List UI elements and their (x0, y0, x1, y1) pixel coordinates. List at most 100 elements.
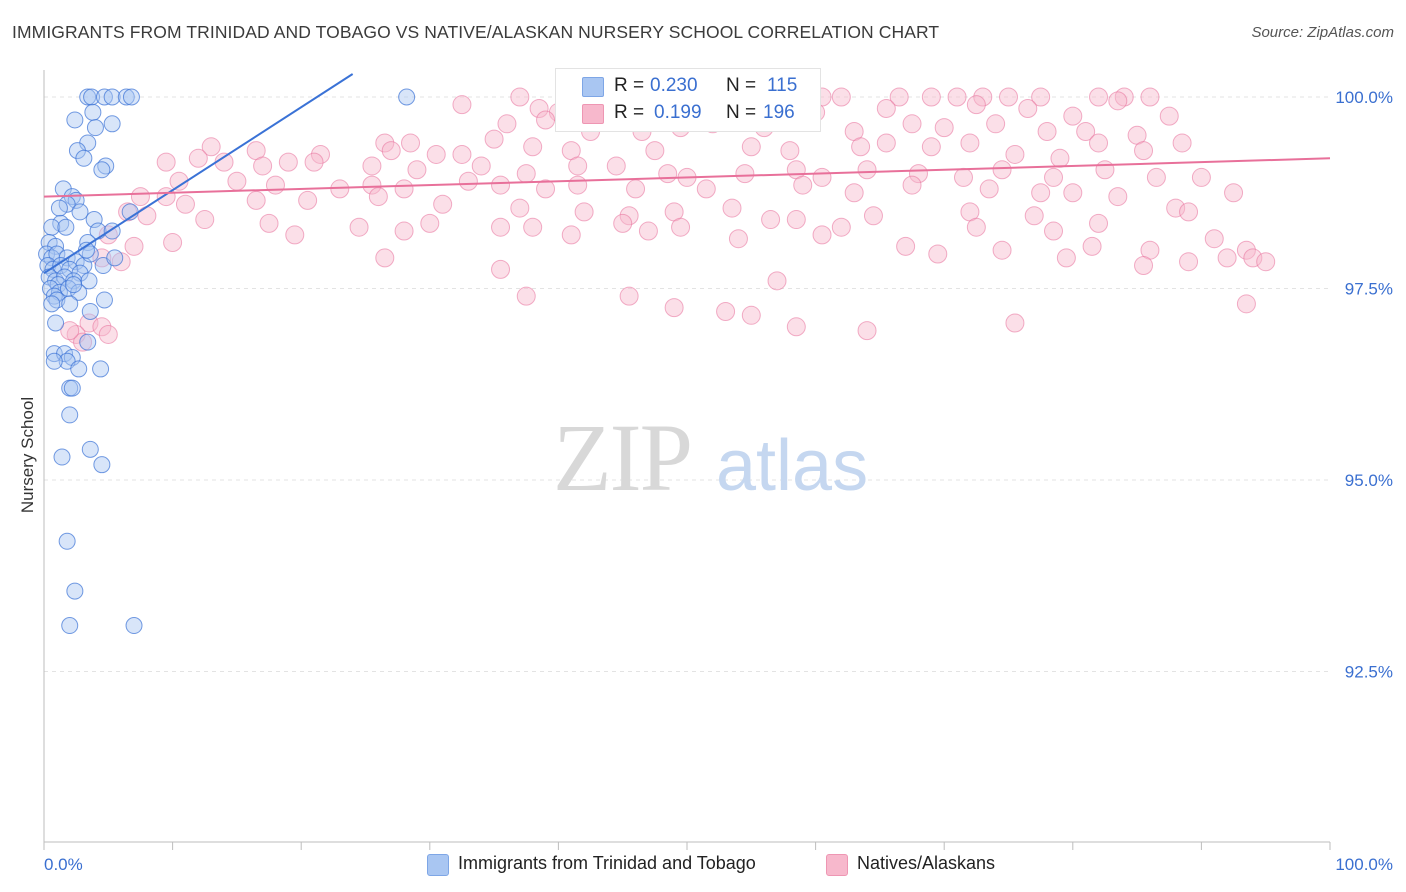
pink-point (953, 167, 973, 187)
pink-point (1172, 133, 1192, 153)
pink-point (491, 217, 511, 237)
pink-point (574, 202, 594, 222)
axes (43, 70, 1331, 850)
pink-point (73, 332, 93, 352)
pink-point (722, 198, 742, 218)
pink-point (844, 183, 864, 203)
pink-point (786, 317, 806, 337)
pink-point (523, 217, 543, 237)
pink-point (1089, 213, 1109, 233)
pink-point (420, 213, 440, 233)
pink-point (1108, 91, 1128, 111)
pink-point (613, 213, 633, 233)
pink-point (246, 190, 266, 210)
pink-series-points (60, 87, 1276, 352)
pink-point (638, 221, 658, 241)
pink-point (619, 206, 639, 226)
blue-point (50, 199, 68, 217)
pink-point (188, 148, 208, 168)
pink-point (1179, 202, 1199, 222)
pink-point (265, 175, 285, 195)
blue-point (122, 88, 140, 106)
blue-point (47, 314, 65, 332)
blue-point (71, 203, 89, 221)
pink-point (1256, 252, 1276, 272)
pink-point (523, 137, 543, 157)
pink-point (568, 156, 588, 176)
pink-point (889, 87, 909, 107)
watermark-zip: ZIP (553, 404, 691, 511)
pink-point (1095, 160, 1115, 180)
pink-point (876, 98, 896, 118)
pink-point (1089, 133, 1109, 153)
pink-point (1166, 198, 1186, 218)
pink-n-label: N = (726, 102, 757, 123)
pink-point (780, 141, 800, 161)
blue-point (125, 617, 143, 635)
pink-point (1217, 248, 1237, 268)
pink-point (735, 164, 755, 184)
pink-point (908, 164, 928, 184)
pink-point (947, 87, 967, 107)
pink-point (497, 114, 517, 134)
blue-point (43, 295, 61, 313)
pink-point (1024, 206, 1044, 226)
pink-point (227, 171, 247, 191)
blue-point (83, 88, 101, 106)
pink-point (561, 225, 581, 245)
pink-point (491, 259, 511, 279)
y-tick-label: 95.0% (1345, 471, 1393, 490)
y-tick-label: 100.0% (1335, 88, 1393, 107)
pink-point (992, 160, 1012, 180)
pink-point (163, 233, 183, 253)
blue-point (66, 111, 84, 129)
pink-point (1140, 87, 1160, 107)
pink-point (1031, 183, 1051, 203)
pink-point (921, 137, 941, 157)
pink-point (484, 129, 504, 149)
blue-point (61, 406, 79, 424)
pink-point (536, 179, 556, 199)
blue-point (45, 352, 63, 370)
y-tick-label: 92.5% (1345, 663, 1393, 682)
pink-point (529, 98, 549, 118)
pink-point (696, 179, 716, 199)
pink-point (1005, 313, 1025, 333)
legend-blue-label: Immigrants from Trinidad and Tobago (458, 853, 756, 873)
blue-point (85, 211, 103, 229)
pink-point (362, 175, 382, 195)
pink-point (1236, 294, 1256, 314)
pink-point (973, 87, 993, 107)
pink-point (812, 167, 832, 187)
blue-point (65, 276, 83, 294)
blue-point (103, 88, 121, 106)
pink-point (851, 137, 871, 157)
pink-point (137, 206, 157, 226)
pink-point (1063, 106, 1083, 126)
blue-point (79, 333, 97, 351)
blue-point (58, 532, 76, 550)
tick-labels: 100.0% 97.5% 95.0% 92.5% 0.0% 100.0% (44, 88, 1393, 874)
pink-point (452, 144, 472, 164)
pink-point (536, 110, 556, 130)
pink-point (1005, 144, 1025, 164)
blue-point (43, 218, 61, 236)
pink-trend-line (43, 157, 1331, 198)
pink-point (928, 244, 948, 264)
pink-point (433, 194, 453, 214)
pink-point (516, 164, 536, 184)
pink-point (606, 156, 626, 176)
pink-point (812, 225, 832, 245)
blue-point (79, 88, 97, 106)
pink-point (902, 175, 922, 195)
pink-point (1018, 98, 1038, 118)
pink-point (979, 179, 999, 199)
pink-point (863, 206, 883, 226)
watermark-atlas: atlas (716, 426, 868, 506)
legend: Immigrants from Trinidad and Tobago Nati… (0, 852, 1406, 880)
blue-point (53, 448, 71, 466)
pink-point (310, 144, 330, 164)
pink-point (516, 286, 536, 306)
x-tick-label-max: 100.0% (1335, 855, 1393, 874)
pink-point (381, 141, 401, 161)
